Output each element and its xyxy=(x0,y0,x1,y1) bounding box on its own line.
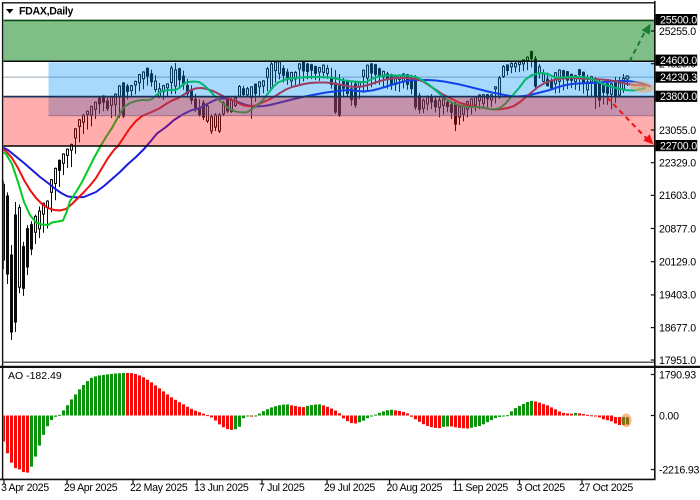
svg-text:29 Apr 2025: 29 Apr 2025 xyxy=(64,482,118,494)
svg-text:20877.0: 20877.0 xyxy=(659,223,696,235)
svg-text:23055.0: 23055.0 xyxy=(659,125,696,137)
svg-text:25500.0: 25500.0 xyxy=(660,14,697,26)
svg-text:22700.0: 22700.0 xyxy=(660,140,697,152)
svg-text:20 Aug 2025: 20 Aug 2025 xyxy=(387,482,443,494)
svg-text:27 Oct 2025: 27 Oct 2025 xyxy=(579,482,633,494)
svg-text:1790.93: 1790.93 xyxy=(659,369,696,381)
svg-text:11 Sep 2025: 11 Sep 2025 xyxy=(453,482,509,494)
svg-text:AO -182.49: AO -182.49 xyxy=(8,370,62,382)
svg-text:22329.0: 22329.0 xyxy=(659,158,696,170)
svg-text:20129.0: 20129.0 xyxy=(659,257,696,269)
svg-text:24230.3: 24230.3 xyxy=(660,72,697,84)
svg-text:25255.0: 25255.0 xyxy=(659,26,696,38)
svg-text:13 Jun 2025: 13 Jun 2025 xyxy=(194,482,249,494)
svg-text:19403.0: 19403.0 xyxy=(659,290,696,302)
svg-text:21603.0: 21603.0 xyxy=(659,190,696,202)
svg-text:3 Oct 2025: 3 Oct 2025 xyxy=(517,482,566,494)
svg-text:-2216.93: -2216.93 xyxy=(659,464,700,476)
svg-text:7 Jul 2025: 7 Jul 2025 xyxy=(259,482,305,494)
svg-text:17951.0: 17951.0 xyxy=(659,355,696,367)
svg-text:22 May 2025: 22 May 2025 xyxy=(130,482,188,494)
svg-text:3 Apr 2025: 3 Apr 2025 xyxy=(1,482,49,494)
svg-text:24600.0: 24600.0 xyxy=(660,55,697,67)
svg-text:0.00: 0.00 xyxy=(659,410,679,422)
svg-text:29 Jul 2025: 29 Jul 2025 xyxy=(324,482,375,494)
svg-text:23800.0: 23800.0 xyxy=(660,91,697,103)
svg-text:FDAX,Daily: FDAX,Daily xyxy=(19,6,74,18)
svg-text:18677.0: 18677.0 xyxy=(659,322,696,334)
